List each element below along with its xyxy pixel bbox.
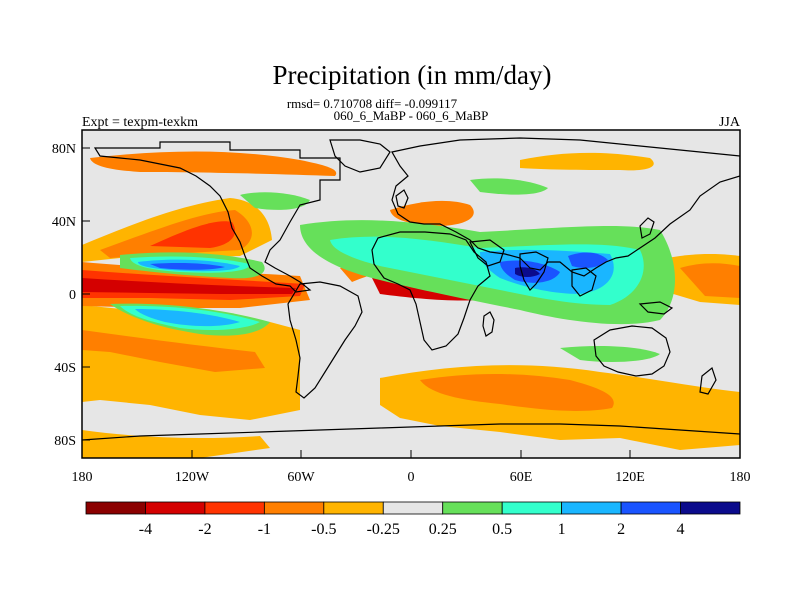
coast-eurasia [391,137,740,277]
coast-southeast-asia [571,267,597,297]
contour-yellow-siberia [520,152,654,171]
contour-blue-east-pacific [150,263,225,270]
colorbar-label: 4 [677,521,685,538]
lon-label-0: 0 [408,470,415,485]
contour-green-north-atlantic [240,192,310,210]
stats-line: rmsd= 0.710708 diff= -0.099117 [287,96,458,111]
contour-orange-arctic-strip [90,151,337,176]
colorbar-swatch [620,501,681,515]
colorbar-swatch [85,501,146,515]
colorbar-label: -1 [258,521,271,538]
coast-japan [639,217,655,239]
contour-orange-eurasia [390,200,474,226]
colorbar-swatch [323,501,384,515]
lon-label-120e: 120E [615,470,645,485]
colorbar-label: -2 [198,521,211,538]
comparison-label: 060_6_MaBP - 060_6_MaBP [334,108,489,123]
coast-new-guinea [638,301,674,315]
lon-label-180e: 180 [730,470,751,485]
coast-new-zealand [699,366,717,395]
colorbar-label: -0.25 [367,521,400,538]
coast-north-america [93,141,341,293]
colorbar-swatch [263,501,325,515]
colorbar-swatch [561,501,622,515]
lon-label-180w: 180 [72,470,93,485]
coast-antarctica [82,423,740,441]
experiment-label: Expt = texpm-texkm [82,115,198,130]
contour-orange-south-pacific [82,330,265,372]
coast-arabian-peninsula [469,239,505,267]
colorbar-label: 0.5 [492,521,512,538]
colorbar-label: 2 [617,521,625,538]
coast-australia [593,325,671,377]
precip-field [82,130,740,458]
colorbar-label: -4 [139,521,152,538]
lat-label-0: 0 [69,288,76,303]
coast-madagascar [482,311,495,337]
lon-label-60w: 60W [287,470,315,485]
coast-south-america [287,281,363,399]
contour-orange-southern-ocean [420,374,614,411]
coastlines [82,137,740,441]
colorbar-label: 1 [558,521,566,538]
lat-axis: 80N 40N 0 40S 80S [52,142,90,449]
colorbar-swatch [145,501,206,515]
colorbar-swatch [501,501,563,515]
contour-sky-south-pacific [135,309,240,327]
lat-label-80s: 80S [54,434,76,449]
lat-label-40n: 40N [52,215,76,230]
lon-axis: 180 120W 60W 0 60E 120E 180 [72,450,751,485]
colorbar-swatch [442,501,503,515]
contour-blue-south-china-sea [568,252,608,268]
colorbar: -4 -2 -1 -0.5 -0.25 0.25 0.5 1 2 4 [85,501,741,538]
contour-orange-west-pacific-north [680,263,740,298]
lon-label-60e: 60E [510,470,533,485]
colorbar-swatch [204,501,265,515]
colorbar-swatch [382,501,444,515]
season-label: JJA [719,115,741,130]
colorbar-label: 0.25 [429,521,457,538]
contour-darkred-equatorial-pacific [82,278,296,294]
figure-title: Precipitation (in mm/day) [273,60,552,90]
coast-greenland [329,139,391,173]
contour-green-eurasia-north [470,178,548,195]
contour-green-southern-ocean [560,346,660,362]
lon-label-120w: 120W [175,470,210,485]
lat-label-40s: 40S [54,361,76,376]
coast-british-isles [395,189,409,209]
colorbar-label: -0.5 [311,521,336,538]
coast-indian-subcontinent [519,251,549,291]
coast-africa [371,231,491,351]
colorbar-swatch [680,501,741,515]
contour-red-north-pacific [150,221,236,248]
lat-label-80n: 80N [52,142,76,157]
